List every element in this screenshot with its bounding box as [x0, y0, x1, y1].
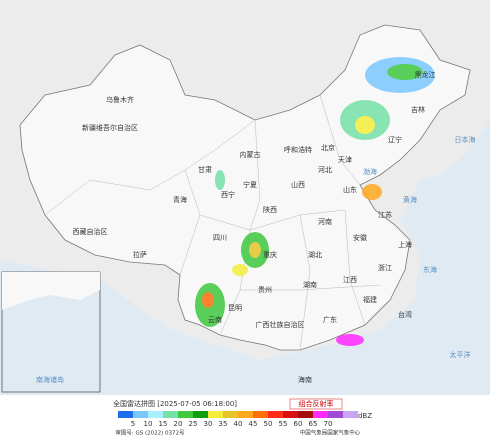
legend-swatch: [223, 411, 238, 418]
region-label: 吉林: [411, 105, 425, 114]
legend-label: 20: [174, 420, 183, 428]
legend-label: 30: [204, 420, 213, 428]
labels: 新疆维吾尔自治区 乌鲁木齐 西藏自治区 拉萨 青海 西宁 甘肃 内蒙古 呼和浩特…: [73, 70, 476, 384]
city-label: 昆明: [228, 304, 242, 312]
legend-swatch: [163, 411, 178, 418]
legend-label: 35: [219, 420, 228, 428]
region-label: 江西: [343, 276, 357, 284]
legend-swatch: [193, 411, 208, 418]
legend-label: 60: [294, 420, 303, 428]
title: 全国雷达拼图 [2025-07-05 06:18:00]: [113, 399, 237, 408]
region-label: 青海: [173, 195, 187, 204]
region-label: 辽宁: [388, 135, 402, 144]
agency: 中国气象局国家气象中心: [300, 429, 361, 437]
region-label: 山西: [291, 180, 305, 189]
legend-label: 10: [144, 420, 153, 428]
sea-label: 太平洋: [450, 350, 471, 359]
legend-swatch: [328, 411, 343, 418]
region-label: 江苏: [378, 210, 392, 219]
legend-swatch: [313, 411, 328, 418]
city-label: 呼和浩特: [284, 145, 312, 154]
legend-label: 25: [189, 420, 198, 428]
region-label: 山东: [343, 185, 357, 194]
region-label: 湖南: [303, 280, 317, 289]
region-label: 广西壮族自治区: [256, 320, 305, 329]
region-label: 河北: [318, 166, 332, 174]
legend-swatch: [208, 411, 223, 418]
city-label: 重庆: [263, 250, 277, 259]
legend-label: 70: [324, 420, 333, 428]
legend-swatch: [268, 411, 283, 418]
region-label: 安徽: [353, 233, 367, 242]
region-label: 宁夏: [243, 180, 257, 189]
region-label: 甘肃: [198, 165, 212, 174]
region-label: 海南: [298, 375, 312, 384]
legend-swatch: [343, 411, 358, 418]
sea-label: 黄海: [403, 195, 417, 204]
legend-swatch: [298, 411, 313, 418]
legend-label: 5: [131, 420, 135, 428]
inset-map: 南海诸岛: [1, 271, 101, 393]
region-label: 湖北: [308, 250, 322, 259]
region-label: 云南: [208, 315, 222, 324]
sea-label: 渤海: [363, 167, 377, 176]
city-label: 拉萨: [133, 250, 147, 259]
region-label: 内蒙古: [240, 150, 261, 159]
legend-swatch: [238, 411, 253, 418]
legend-label: 40: [234, 420, 243, 428]
legend-swatch: [178, 411, 193, 418]
legend-swatch: [118, 411, 133, 418]
city-label: 乌鲁木齐: [106, 95, 134, 104]
city-label: 天津: [338, 156, 352, 164]
province-borders: [44, 94, 381, 351]
sea-label: 日本海: [455, 135, 476, 144]
city-label: 上海: [398, 240, 412, 249]
legend-label: 55: [279, 420, 288, 428]
legend-swatch: [148, 411, 163, 418]
region-label: 黑龙江: [415, 70, 436, 79]
sea-label: 东海: [423, 265, 437, 274]
legend-swatch: [133, 411, 148, 418]
product-box: [289, 398, 343, 410]
inset-label: 南海诸岛: [36, 375, 64, 384]
region-label: 福建: [363, 295, 377, 304]
region-label: 陕西: [263, 205, 277, 214]
radar-echoes: [195, 57, 435, 346]
product: 组合反射率: [299, 399, 334, 408]
legend-label: 50: [264, 420, 273, 428]
legend-label: 15: [159, 420, 168, 428]
legend-swatch: [283, 411, 298, 418]
region-label: 新疆维吾尔自治区: [82, 123, 138, 132]
region-label: 西藏自治区: [73, 227, 108, 236]
unit: dBZ: [358, 412, 372, 420]
legend-label: 65: [309, 420, 318, 428]
approval-number: 审图号: GS (2022) 0372号: [115, 429, 185, 437]
region-label: 贵州: [258, 285, 272, 294]
legend-label: 45: [249, 420, 258, 428]
region-label: 台湾: [398, 310, 412, 319]
region-label: 浙江: [378, 263, 392, 272]
city-label: 西宁: [221, 190, 235, 199]
region-label: 广东: [323, 315, 337, 324]
city-label: 北京: [321, 143, 335, 152]
legend-swatch: [253, 411, 268, 418]
region-label: 河南: [318, 217, 332, 226]
region-label: 四川: [213, 234, 227, 242]
